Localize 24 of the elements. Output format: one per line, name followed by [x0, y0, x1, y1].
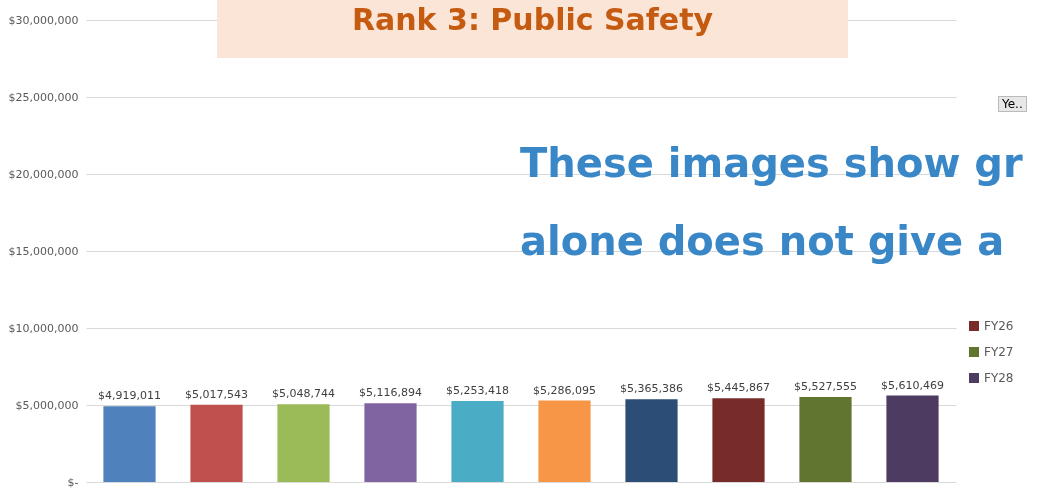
text: $5,286,095	[533, 383, 596, 397]
text: $5,610,469	[881, 378, 944, 392]
text: $5,527,555	[794, 379, 857, 393]
text: $5,048,744	[272, 387, 335, 401]
text: $5,445,867	[707, 381, 770, 395]
text: $5,017,543	[185, 387, 248, 401]
annotation: alone does not give a	[520, 218, 1005, 264]
y-tick-label: $10,000,000	[8, 321, 79, 335]
y-tick-label: $15,000,000	[8, 244, 79, 258]
dropdown-button: Ye..	[998, 96, 1027, 112]
y-tick-label: $5,000,000	[15, 398, 79, 412]
y-tick-label: $25,000,000	[8, 90, 79, 104]
y-tick-label: $20,000,000	[8, 167, 79, 181]
y-tick-label: $-	[67, 475, 79, 489]
legend-label: FY27	[984, 345, 1014, 359]
annotation: These images show gr	[520, 140, 1023, 186]
text: $5,253,418	[446, 384, 509, 398]
text: $5,365,386	[620, 382, 683, 396]
title-banner: Rank 3: Public Safety	[217, 0, 848, 58]
y-tick-label: $30,000,000	[8, 13, 79, 27]
text: $5,116,894	[359, 386, 422, 400]
legend-label: FY26	[984, 319, 1014, 333]
legend-label: FY28	[984, 371, 1014, 385]
text: $4,919,011	[98, 389, 161, 403]
